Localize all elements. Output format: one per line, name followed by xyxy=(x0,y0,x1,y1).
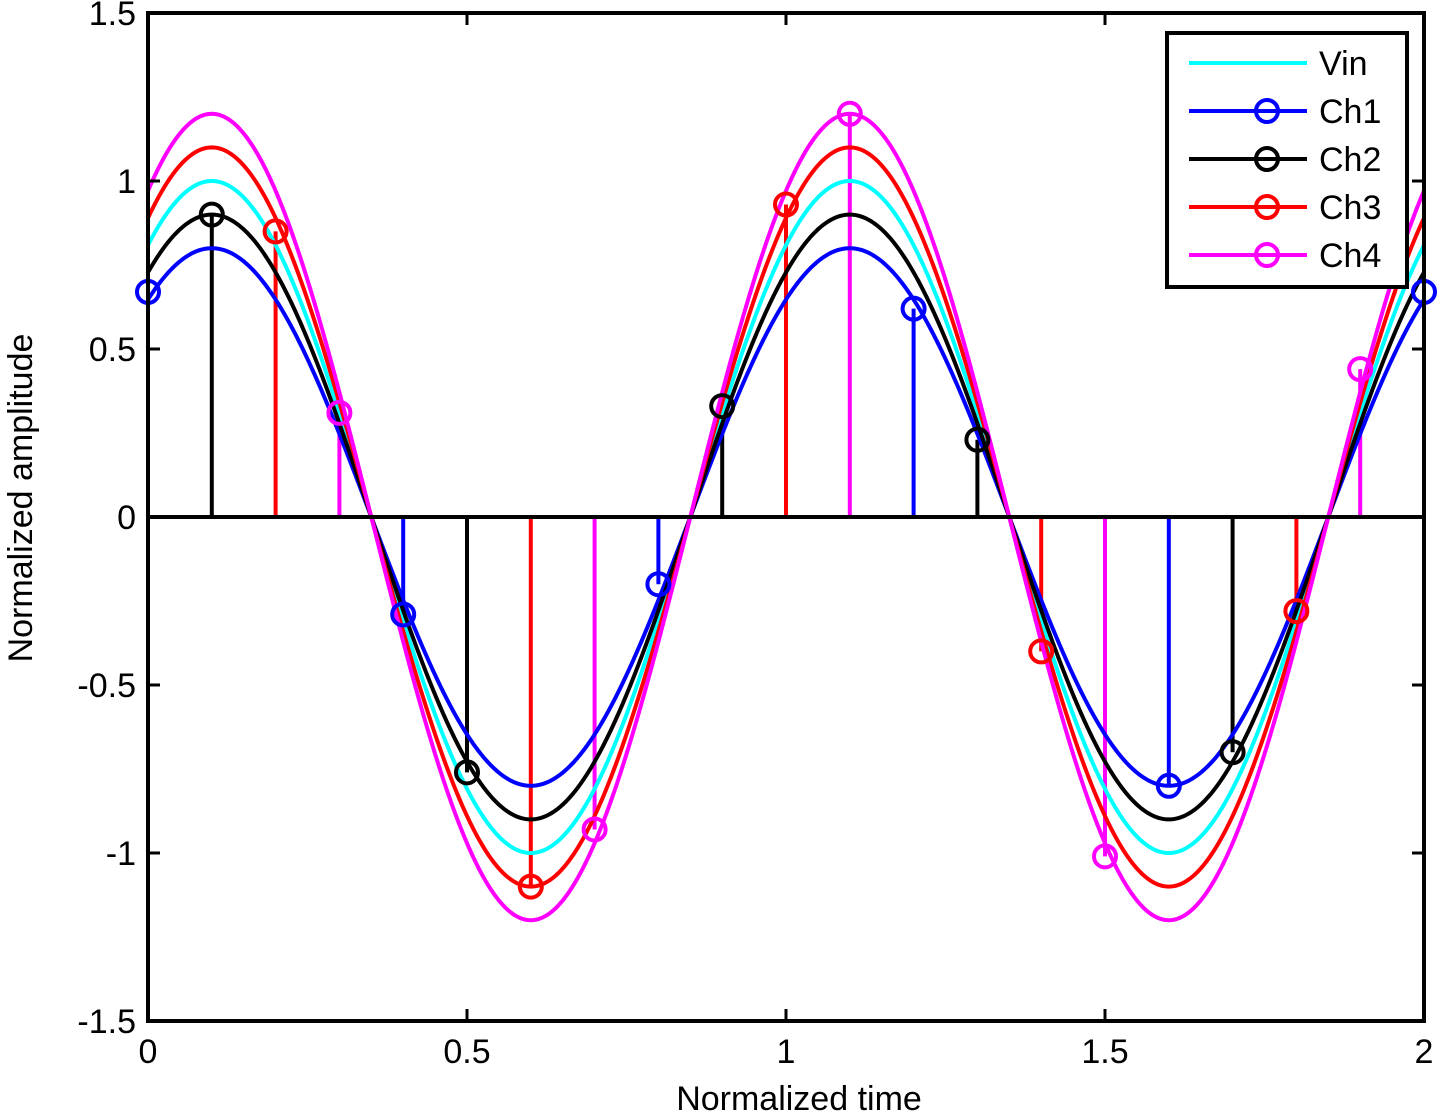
marker-ch4 xyxy=(836,100,863,127)
y-tick-label: -0.5 xyxy=(77,667,136,705)
marker-ch3 xyxy=(773,191,799,218)
legend-label-ch2: Ch2 xyxy=(1319,141,1381,179)
legend-marker-ch1 xyxy=(1254,98,1280,124)
series-line-ch4 xyxy=(148,111,1424,923)
marker-ch2 xyxy=(454,759,480,786)
marker-ch4 xyxy=(581,816,608,843)
marker-ch3 xyxy=(517,873,544,900)
marker-ch2 xyxy=(964,426,991,453)
x-tick-label: 1 xyxy=(777,1033,796,1071)
y-tick-label: 0.5 xyxy=(89,331,136,369)
legend-marker-ch3 xyxy=(1254,194,1280,220)
legend-label-vin: Vin xyxy=(1319,45,1368,83)
marker-ch3 xyxy=(1028,638,1055,665)
marker-ch2 xyxy=(198,201,225,228)
curve-layer xyxy=(148,111,1424,923)
y-tick-label: -1 xyxy=(106,835,136,873)
legend: Vin Ch1 Ch2 Ch3 Ch4 xyxy=(1165,31,1409,289)
marker-ch3 xyxy=(262,218,289,245)
marker-ch4 xyxy=(1347,356,1374,383)
y-tick-label: 1 xyxy=(117,163,136,201)
legend-label-ch3: Ch3 xyxy=(1319,189,1381,227)
x-tick-label: 1.5 xyxy=(1081,1033,1128,1071)
marker-ch1 xyxy=(1155,772,1182,799)
x-tick-label: 0 xyxy=(139,1033,158,1071)
legend-label-ch1: Ch1 xyxy=(1319,93,1381,131)
marker-ch1 xyxy=(390,601,417,628)
marker-ch4 xyxy=(326,399,353,426)
marker-ch3 xyxy=(1283,598,1310,625)
marker-ch2 xyxy=(709,393,736,420)
x-tick-label: 0.5 xyxy=(443,1033,490,1071)
marker-ch1 xyxy=(900,295,927,322)
y-tick-label: -1.5 xyxy=(77,1003,136,1041)
legend-label-ch4: Ch4 xyxy=(1319,237,1381,275)
y-tick-label: 1.5 xyxy=(89,0,136,33)
x-tick-label: 2 xyxy=(1415,1033,1434,1071)
y-tick-label: 0 xyxy=(117,499,136,537)
legend-marker-ch2 xyxy=(1254,146,1280,172)
marker-ch2 xyxy=(1219,739,1246,766)
x-axis-label: Normalized time xyxy=(676,1080,922,1117)
y-axis-label: Normalized amplitude xyxy=(2,334,40,663)
marker-ch1 xyxy=(645,571,672,598)
marker-ch4 xyxy=(1092,843,1118,870)
tick-layer: 0 0.5 1 1.5 2 -1.5 -1 -0.5 0 0.5 1 1.5 xyxy=(77,0,1433,1071)
legend-marker-ch4 xyxy=(1254,242,1280,268)
